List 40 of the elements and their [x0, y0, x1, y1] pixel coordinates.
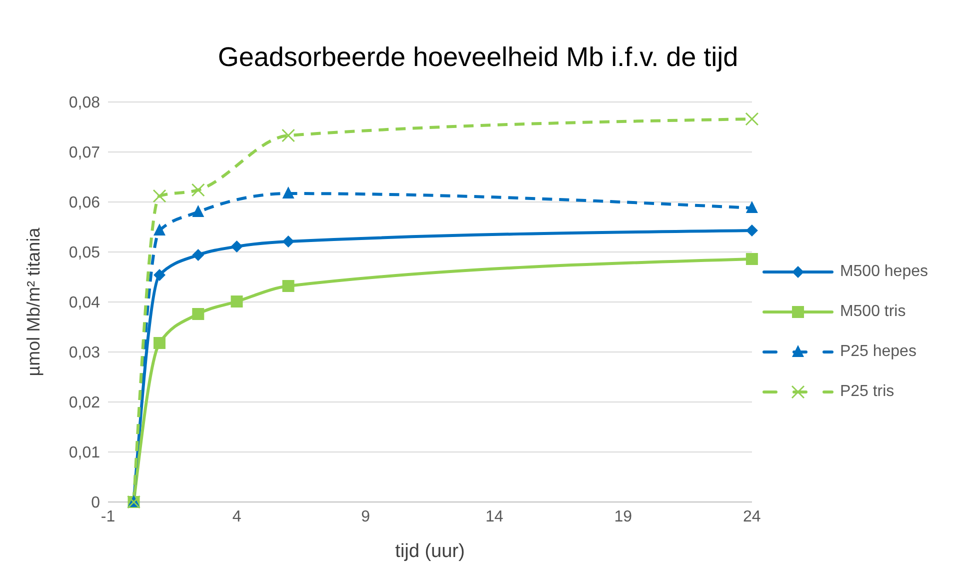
point: [282, 186, 294, 198]
y-tick-label: 0,04: [68, 294, 100, 312]
chart-title: Geadsorbeerde hoeveelheid Mb i.f.v. de tijd: [216, 41, 740, 74]
point: [191, 183, 205, 197]
y-tick-label: 0,02: [68, 394, 100, 412]
point: [154, 269, 166, 281]
y-tick-label: 0,06: [68, 194, 100, 212]
legend-label: M500 tris: [840, 303, 906, 321]
x-axis-title: tijd (uur): [395, 541, 465, 562]
y-axis-title: µmol Mb/m² titania: [23, 226, 44, 376]
point: [152, 189, 166, 203]
point: [746, 201, 758, 213]
x-tick-label: 19: [614, 508, 632, 526]
point: [745, 112, 759, 126]
point: [282, 128, 296, 142]
point: [154, 224, 166, 236]
point: [282, 236, 294, 248]
x-tick-label: 24: [743, 508, 761, 526]
point: [154, 337, 166, 349]
y-tick-label: 0: [91, 494, 100, 512]
legend-label: M500 hepes: [840, 263, 928, 281]
legend-label: P25 tris: [840, 383, 894, 401]
point: [746, 253, 758, 265]
point: [192, 205, 204, 217]
point: [230, 240, 243, 252]
y-tick-label: 0,07: [68, 144, 100, 162]
point: [282, 280, 294, 292]
point: [192, 308, 204, 320]
x-tick-label: 14: [485, 508, 504, 526]
point: [192, 249, 204, 261]
y-tick-label: 0,01: [68, 444, 100, 462]
x-tick-label: 4: [232, 508, 242, 526]
x-tick-label: -1: [100, 508, 116, 526]
legend-label: P25 hepes: [840, 343, 916, 361]
x-tick-label: 9: [361, 508, 370, 526]
y-tick-label: 0,05: [68, 244, 100, 262]
y-tick-label: 0,03: [68, 344, 100, 362]
y-tick-label: 0,08: [68, 94, 100, 112]
point: [230, 296, 243, 308]
point: [746, 224, 758, 236]
